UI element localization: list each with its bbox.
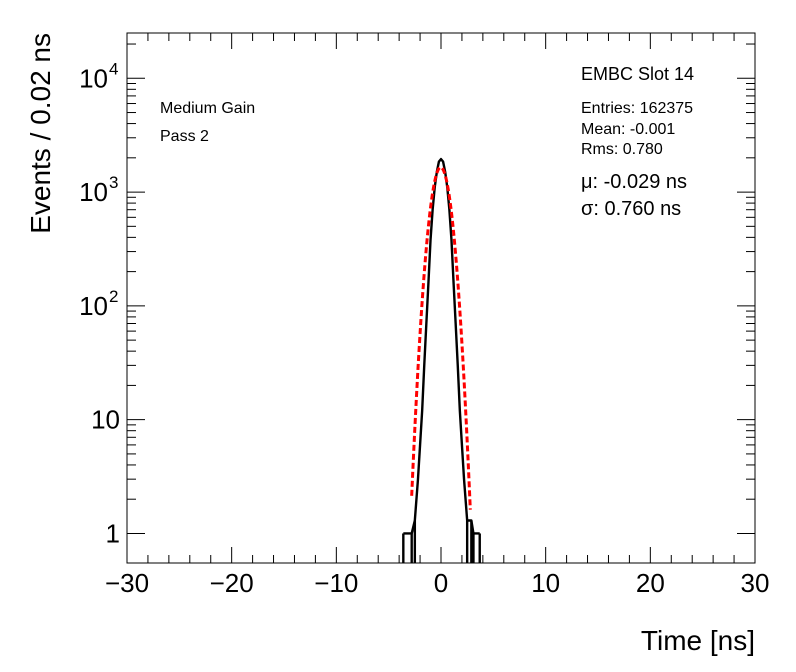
x-tick-label: 20 [636, 568, 665, 598]
y-tick-base: 10 [79, 291, 108, 321]
x-tick-labels: −30 −20 −10 0 10 20 30 [105, 568, 770, 598]
y-tick-exponent: 4 [109, 59, 118, 78]
x-tick-label: −20 [210, 568, 254, 598]
stats-rms: Rms: 0.780 [581, 141, 663, 158]
y-tick-exponent: 2 [109, 287, 118, 306]
x-axis-label: Time [ns] [641, 625, 755, 656]
y-axis-label: Events / 0.02 ns [25, 33, 56, 234]
annotation-pass: Pass 2 [160, 128, 209, 145]
stats-title: EMBC Slot 14 [581, 64, 694, 84]
x-tick-label: 10 [531, 568, 560, 598]
y-tick-base: 10 [79, 63, 108, 93]
y-tick-base: 1 [106, 518, 120, 548]
y-tick-label: 1 [106, 518, 120, 548]
gaussian-fit-curve [410, 165, 472, 510]
y-tick-label: 10 [79, 177, 108, 207]
y-tick-base: 10 [79, 177, 108, 207]
x-tick-label: −10 [314, 568, 358, 598]
axis-ticks [126, 33, 756, 563]
y-tick-label: 10 [79, 291, 108, 321]
x-tick-label: −30 [105, 568, 149, 598]
y-tick-label: 10 [79, 63, 108, 93]
stats-mean: Mean: -0.001 [581, 121, 675, 138]
x-tick-label: 30 [741, 568, 770, 598]
fit-sigma: σ: 0.760 ns [581, 198, 681, 220]
x-tick-label: 0 [434, 568, 448, 598]
y-tick-base: 10 [91, 405, 120, 435]
data-marks [402, 157, 481, 563]
y-tick-label: 10 [91, 405, 120, 435]
histogram-line [403, 157, 480, 535]
stats-entries: Entries: 162375 [581, 100, 693, 117]
fit-mu: μ: -0.029 ns [581, 171, 687, 193]
annotation-medium-gain: Medium Gain [160, 100, 255, 117]
y-tick-exponent: 3 [109, 173, 118, 192]
